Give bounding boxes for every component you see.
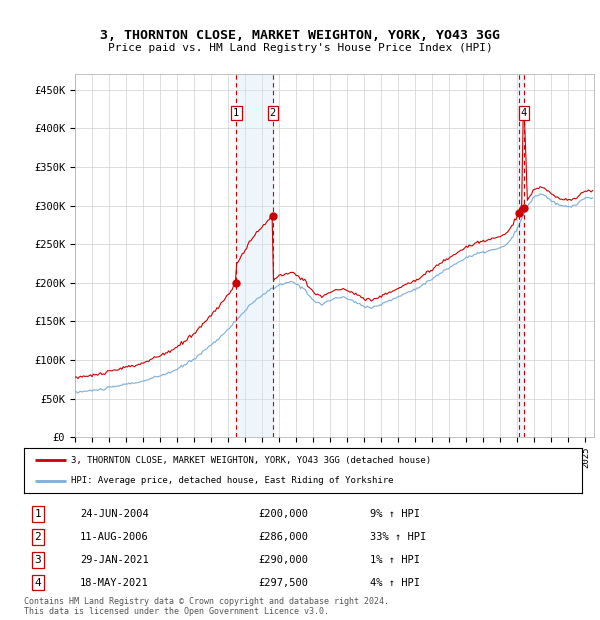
Text: 4: 4 bbox=[521, 108, 527, 118]
Text: HPI: Average price, detached house, East Riding of Yorkshire: HPI: Average price, detached house, East… bbox=[71, 476, 394, 485]
Text: 29-JAN-2021: 29-JAN-2021 bbox=[80, 555, 149, 565]
Text: 1: 1 bbox=[35, 509, 41, 519]
Text: 18-MAY-2021: 18-MAY-2021 bbox=[80, 578, 149, 588]
Text: 4: 4 bbox=[35, 578, 41, 588]
Bar bbox=[519, 74, 524, 437]
Text: Price paid vs. HM Land Registry's House Price Index (HPI): Price paid vs. HM Land Registry's House … bbox=[107, 43, 493, 53]
Text: 1% ↑ HPI: 1% ↑ HPI bbox=[370, 555, 420, 565]
Text: 1: 1 bbox=[233, 108, 239, 118]
Text: 3, THORNTON CLOSE, MARKET WEIGHTON, YORK, YO43 3GG (detached house): 3, THORNTON CLOSE, MARKET WEIGHTON, YORK… bbox=[71, 456, 431, 465]
Text: 11-AUG-2006: 11-AUG-2006 bbox=[80, 532, 149, 542]
Text: 2: 2 bbox=[35, 532, 41, 542]
Text: 4% ↑ HPI: 4% ↑ HPI bbox=[370, 578, 420, 588]
Text: 9% ↑ HPI: 9% ↑ HPI bbox=[370, 509, 420, 519]
Text: 24-JUN-2004: 24-JUN-2004 bbox=[80, 509, 149, 519]
Text: 3: 3 bbox=[35, 555, 41, 565]
Text: Contains HM Land Registry data © Crown copyright and database right 2024.: Contains HM Land Registry data © Crown c… bbox=[24, 597, 389, 606]
Text: £286,000: £286,000 bbox=[259, 532, 308, 542]
Text: This data is licensed under the Open Government Licence v3.0.: This data is licensed under the Open Gov… bbox=[24, 607, 329, 616]
Text: £200,000: £200,000 bbox=[259, 509, 308, 519]
Text: £297,500: £297,500 bbox=[259, 578, 308, 588]
Bar bbox=[236, 74, 273, 437]
Text: 33% ↑ HPI: 33% ↑ HPI bbox=[370, 532, 426, 542]
Text: £290,000: £290,000 bbox=[259, 555, 308, 565]
Text: 3, THORNTON CLOSE, MARKET WEIGHTON, YORK, YO43 3GG: 3, THORNTON CLOSE, MARKET WEIGHTON, YORK… bbox=[100, 30, 500, 42]
Text: 2: 2 bbox=[269, 108, 276, 118]
